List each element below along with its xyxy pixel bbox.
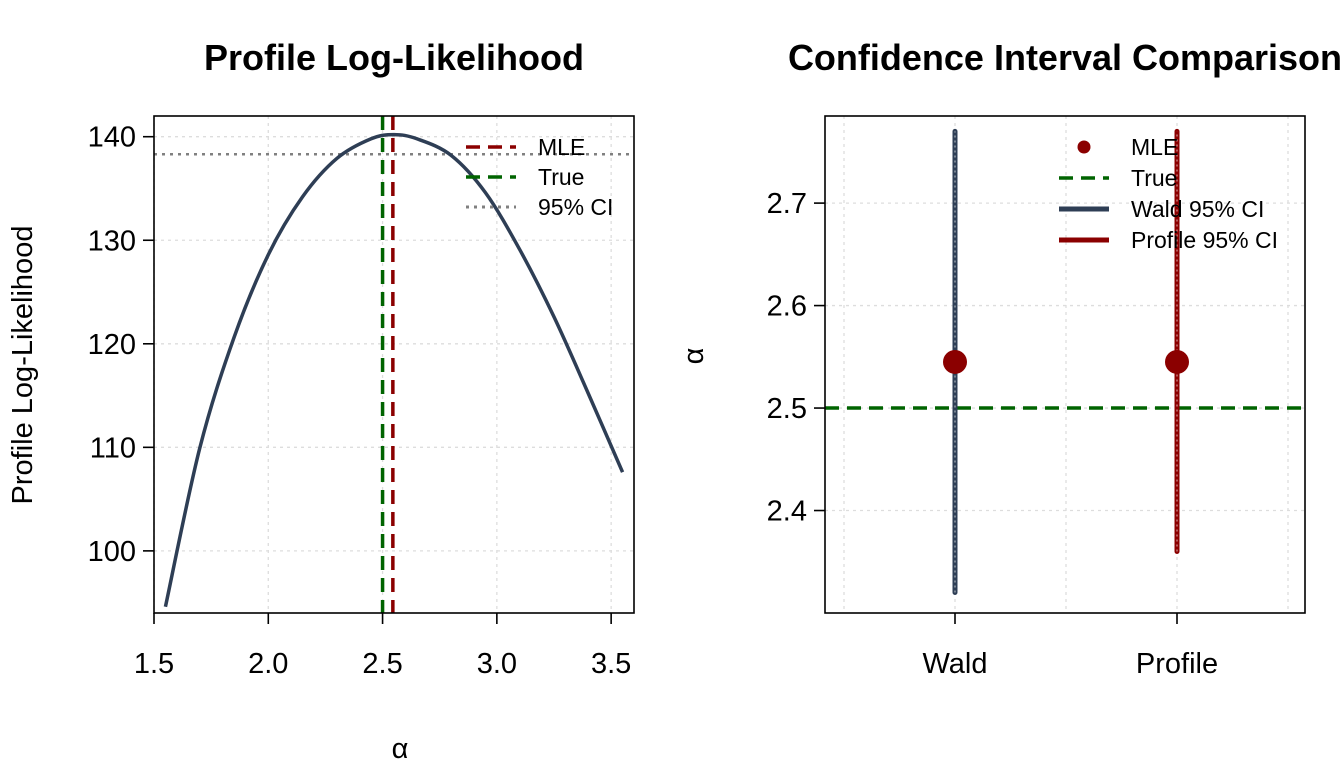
p2-title: Confidence Interval Comparison <box>788 37 1342 78</box>
profile-likelihood-panel: Profile Log-Likelihood α Profile Log-Lik… <box>7 37 635 765</box>
p2-legend: MLE True Wald 95% CI Profile 95% CI <box>1059 134 1278 253</box>
p1-likelihood-curve <box>163 132 625 608</box>
p2-ytick-label-3: 2.7 <box>767 188 807 220</box>
p2-y-axis: 2.4 2.5 2.6 2.7 <box>767 188 825 528</box>
p1-legend-label-1: True <box>538 164 584 190</box>
p2-ylabel: α <box>678 348 710 365</box>
p1-plot-box <box>153 115 635 614</box>
p1-ylabel: Profile Log-Likelihood <box>7 226 39 505</box>
p1-reference-lines <box>154 116 634 613</box>
p2-plot-box <box>824 115 1306 614</box>
p2-ytick-label-0: 2.4 <box>767 496 807 528</box>
p2-intervals <box>943 128 1189 596</box>
p1-title: Profile Log-Likelihood <box>204 37 584 78</box>
p1-xtick-label-3: 3.0 <box>477 648 517 680</box>
p2-xtick-label-1: Profile <box>1136 648 1218 680</box>
p2-ytick-label-2: 2.6 <box>767 291 807 323</box>
p2-xtick-label-0: Wald <box>923 648 988 680</box>
p1-ytick-label-2: 120 <box>88 329 136 361</box>
p1-xtick-label-1: 2.0 <box>248 648 288 680</box>
p2-legend-label-1: True <box>1131 165 1177 191</box>
p1-ytick-label-3: 130 <box>88 225 136 257</box>
p1-ytick-label-0: 100 <box>88 536 136 568</box>
p1-ytick-label-4: 140 <box>88 122 136 154</box>
p2-legend-label-0: MLE <box>1131 134 1178 160</box>
p2-profile-mle-point <box>1165 349 1189 374</box>
p1-legend-label-0: MLE <box>538 134 585 160</box>
p2-ytick-label-1: 2.5 <box>767 393 807 425</box>
p2-grid <box>825 116 1305 613</box>
p2-legend-key-0 <box>1077 140 1091 154</box>
p1-y-axis: 100 110 120 130 140 <box>88 122 154 568</box>
p2-legend-label-3: Profile 95% CI <box>1131 227 1278 253</box>
ci-comparison-panel: Confidence Interval Comparison α Wald Pro… <box>678 37 1342 680</box>
p2-x-axis: Wald Profile <box>923 613 1218 680</box>
p1-xtick-label-2: 2.5 <box>362 648 402 680</box>
p2-legend-label-2: Wald 95% CI <box>1131 196 1264 222</box>
p1-xtick-label-4: 3.5 <box>591 648 631 680</box>
p1-legend-label-2: 95% CI <box>538 194 613 220</box>
p1-xlabel: α <box>392 733 409 765</box>
p2-wald-mle-point <box>943 349 967 374</box>
p1-ytick-label-1: 110 <box>90 432 136 464</box>
p1-x-axis: 1.5 2.0 2.5 3.0 3.5 <box>134 613 631 680</box>
p1-legend: MLE True 95% CI <box>466 134 613 220</box>
p1-xtick-label-0: 1.5 <box>134 648 174 680</box>
